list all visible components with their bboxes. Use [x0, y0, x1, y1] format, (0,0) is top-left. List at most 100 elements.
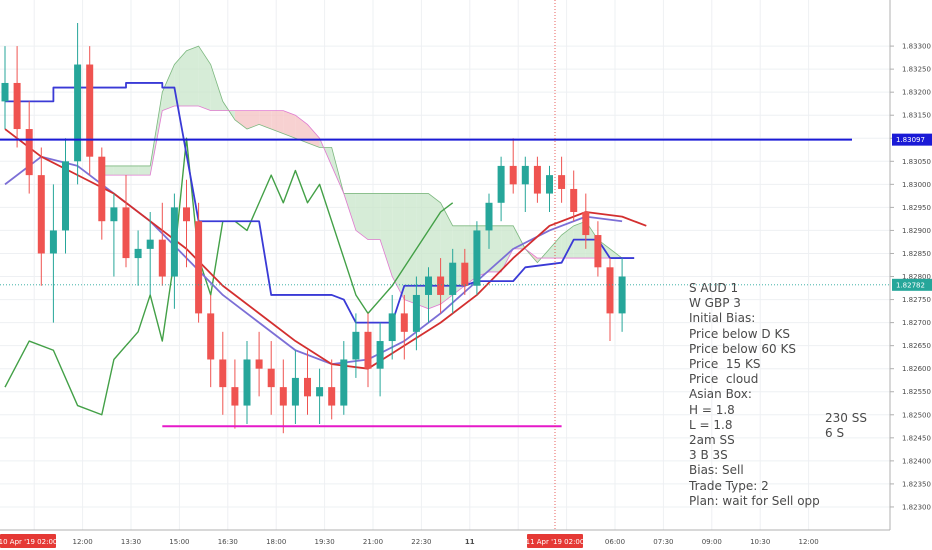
candle-body: [352, 331, 360, 360]
candle[interactable]: [207, 294, 215, 388]
candle[interactable]: [582, 193, 590, 249]
candle[interactable]: [425, 267, 432, 323]
candle[interactable]: [134, 230, 142, 286]
candle[interactable]: [183, 179, 190, 268]
candle[interactable]: [364, 313, 372, 388]
candle[interactable]: [594, 221, 602, 277]
candle[interactable]: [110, 193, 118, 277]
candle[interactable]: [570, 170, 578, 222]
time-tick-label: 06:00: [605, 538, 625, 546]
level-price-label-badge: [892, 133, 932, 146]
price-axis-background: [890, 0, 932, 550]
candle[interactable]: [521, 156, 529, 212]
price-tick-label: 1.82450: [902, 434, 931, 442]
candle[interactable]: [267, 341, 275, 415]
candle[interactable]: [449, 248, 457, 314]
candle[interactable]: [243, 341, 251, 424]
candle[interactable]: [388, 294, 396, 360]
price-tick-label: 1.82550: [902, 388, 931, 396]
candle[interactable]: [13, 46, 21, 148]
candle[interactable]: [146, 212, 154, 295]
candle-body: [316, 387, 324, 397]
candle[interactable]: [412, 276, 420, 351]
candle[interactable]: [74, 23, 82, 185]
candle-body: [25, 129, 33, 176]
price-tick-label: 1.82400: [902, 457, 931, 465]
cloud-segment: [489, 225, 502, 272]
candle-body: [231, 387, 239, 406]
candle-body: [558, 175, 566, 189]
candle[interactable]: [219, 331, 227, 415]
horizontal-levels: [0, 138, 890, 428]
candle-body: [98, 156, 106, 222]
candle[interactable]: [546, 165, 553, 212]
candle[interactable]: [437, 258, 445, 314]
moving-average-purple-line: [4, 155, 623, 365]
candle-body: [62, 161, 69, 231]
candle-body: [533, 165, 541, 194]
candle[interactable]: [485, 193, 493, 249]
price-tick-label: 1.83050: [902, 158, 931, 166]
candle[interactable]: [49, 184, 57, 323]
price-tick-label: 1.82950: [902, 204, 931, 212]
cloud-segment: [355, 193, 368, 240]
candle[interactable]: [533, 156, 541, 203]
candle[interactable]: [98, 147, 106, 240]
candle[interactable]: [170, 193, 178, 309]
price-tick-label: 1.82650: [902, 342, 931, 350]
cloud-segment: [307, 124, 320, 148]
candle[interactable]: [618, 258, 626, 332]
candle-body: [412, 294, 420, 332]
cloud-segment: [561, 225, 574, 259]
time-highlight-badge: [527, 534, 583, 548]
cloud-segment: [198, 46, 211, 111]
last-price-label-badge: [892, 278, 932, 291]
candle[interactable]: [304, 350, 311, 415]
candle-body: [207, 313, 215, 360]
candle[interactable]: [231, 359, 239, 429]
candle-body: [509, 165, 517, 185]
candle[interactable]: [86, 46, 94, 176]
candle[interactable]: [62, 138, 69, 254]
candle-body: [376, 341, 384, 369]
candle[interactable]: [328, 359, 336, 420]
candle[interactable]: [122, 175, 130, 268]
candle-body: [546, 175, 553, 194]
kijun-sen-line: [5, 82, 635, 324]
time-axis: 10:30 12:00 13:30 15:00 16:30 18:00 19:30 21:00…: [0, 529, 932, 550]
candle-body: [437, 276, 445, 295]
candle-body: [267, 368, 275, 388]
candle[interactable]: [316, 368, 324, 424]
candle[interactable]: [400, 294, 408, 360]
candle[interactable]: [195, 202, 203, 323]
cloud-segment: [247, 110, 260, 130]
candle[interactable]: [606, 258, 614, 342]
candle-body: [449, 262, 457, 295]
time-highlight-label: 11 Apr '19 02:00: [526, 538, 585, 546]
candle[interactable]: [291, 350, 299, 424]
candle[interactable]: [340, 341, 348, 415]
candle-body: [183, 207, 190, 222]
price-tick-label: 1.82350: [902, 480, 931, 488]
candle[interactable]: [509, 138, 517, 194]
candle[interactable]: [255, 331, 263, 397]
side-notes: 230 SS 6 S: [825, 411, 867, 441]
cloud-segment: [283, 110, 296, 139]
candle[interactable]: [1, 46, 9, 130]
time-tick-label: 22:30: [411, 538, 431, 546]
candle[interactable]: [25, 101, 33, 194]
price-tick-label: 1.82750: [902, 296, 931, 304]
price-tick-label: 1.83200: [902, 89, 931, 97]
candle[interactable]: [279, 359, 287, 434]
candle[interactable]: [376, 322, 384, 397]
candle[interactable]: [461, 248, 469, 295]
candle[interactable]: [473, 221, 481, 295]
price-axis: 1.833001.832501.832001.831501.831001.830…: [889, 0, 932, 550]
candle[interactable]: [37, 147, 45, 286]
candle[interactable]: [158, 202, 166, 286]
candle[interactable]: [558, 156, 566, 203]
cloud-segment: [259, 110, 272, 130]
candle[interactable]: [497, 156, 505, 222]
candle[interactable]: [352, 313, 360, 378]
